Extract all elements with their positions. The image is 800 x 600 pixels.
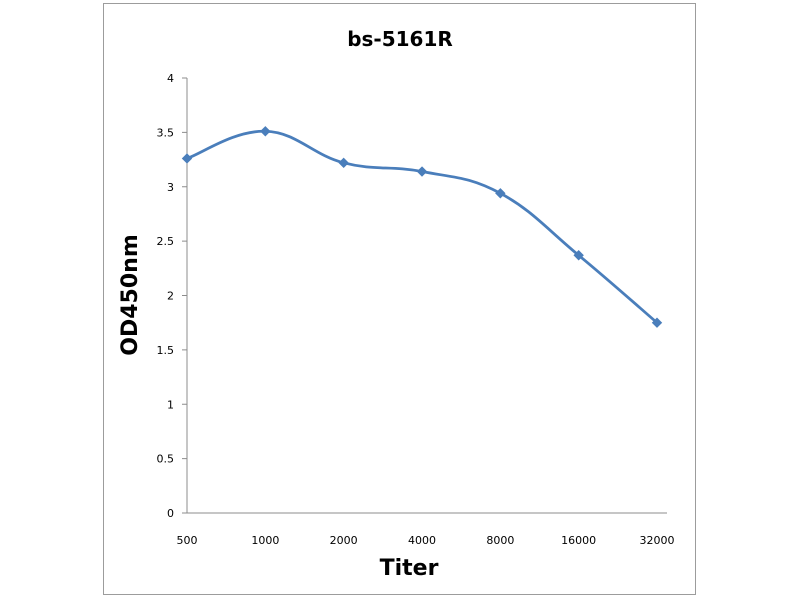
y-tick-label: 0.5 [157, 453, 175, 466]
y-tick-label: 2 [167, 290, 174, 303]
y-axis: 0 0.5 1 1.5 2 2.5 3 3.5 4 [157, 72, 188, 520]
y-tick-label: 1 [167, 398, 174, 411]
chart-frame [103, 3, 696, 595]
data-point-marker [573, 250, 584, 261]
x-tick-label: 500 [177, 534, 198, 547]
data-point-marker [495, 188, 506, 199]
data-point-marker [260, 126, 271, 137]
y-tick-label: 3 [167, 181, 174, 194]
y-tick-label: 4 [167, 72, 174, 85]
y-tick-label: 0 [167, 507, 174, 520]
x-axis-title: Titer [380, 556, 439, 581]
data-series [181, 126, 663, 328]
x-tick-label: 16000 [561, 534, 596, 547]
series-line [185, 129, 659, 325]
x-axis: 500 1000 2000 4000 8000 16000 32000 [177, 512, 675, 547]
data-point-marker [338, 157, 349, 169]
x-tick-label: 1000 [251, 534, 279, 547]
chart-title: bs-5161R [347, 27, 453, 51]
y-tick-label: 3.5 [157, 126, 175, 139]
data-point-marker [181, 153, 193, 164]
x-tick-label: 8000 [486, 534, 514, 547]
data-point-marker [416, 166, 428, 177]
data-point-marker [651, 317, 663, 328]
x-tick-label: 2000 [330, 534, 358, 547]
x-tick-label: 32000 [640, 534, 675, 547]
y-tick-label: 1.5 [157, 344, 175, 357]
y-axis-title: OD450nm [118, 234, 143, 355]
y-tick-label: 2.5 [157, 235, 175, 248]
x-tick-label: 4000 [408, 534, 436, 547]
